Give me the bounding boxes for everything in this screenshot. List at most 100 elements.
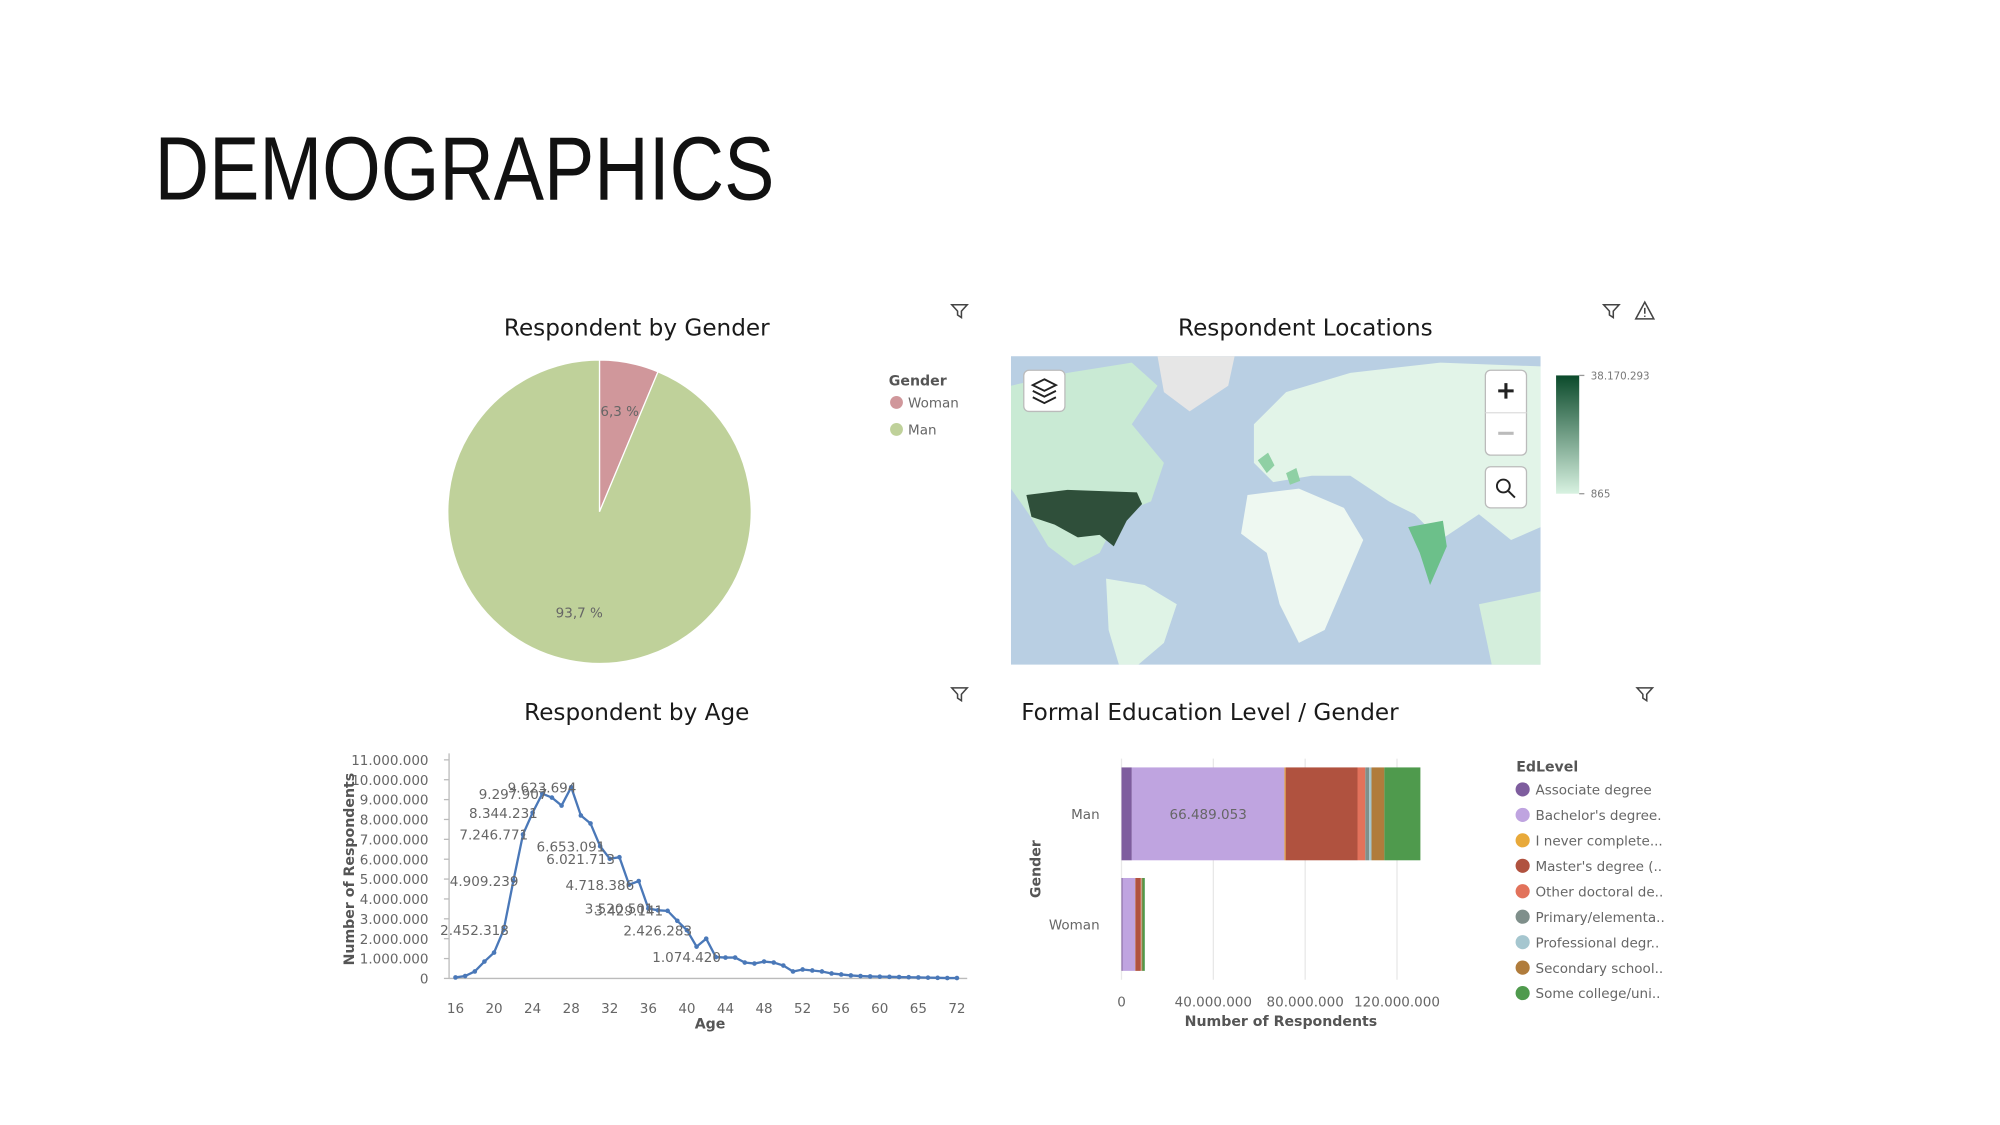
data-label: 1.074.420: [652, 950, 721, 966]
data-label: 6,3 %: [600, 404, 639, 420]
legend-label: Primary/elementa..: [1536, 910, 1665, 926]
x-tick-label: 60: [871, 1001, 888, 1017]
bar-segment: [1135, 877, 1141, 971]
x-tick-label: 52: [794, 1001, 811, 1017]
legend-swatch: [1515, 884, 1530, 899]
bar-segment: [1141, 877, 1143, 971]
map[interactable]: [1010, 356, 1541, 665]
layers-icon: [1030, 378, 1059, 405]
point: [752, 961, 757, 966]
point: [684, 927, 690, 933]
map-land: [1253, 362, 1541, 540]
filter-icon[interactable]: [950, 687, 969, 703]
y-tick-label: 11.000.000: [351, 753, 428, 769]
point: [646, 906, 651, 911]
point: [530, 810, 535, 815]
x-tick-label: 72: [948, 1001, 965, 1017]
filter-icon[interactable]: [1601, 303, 1621, 320]
x-tick-label: 20: [485, 1001, 502, 1017]
x-tick-label: 24: [524, 1001, 541, 1017]
point: [520, 832, 526, 837]
legend-label: Secondary school..: [1536, 961, 1664, 977]
chart-title: Formal Education Level / Gender: [1021, 700, 1399, 726]
point: [954, 975, 960, 981]
y-axis-label: Gender: [1029, 840, 1045, 898]
point: [858, 973, 863, 979]
filter-icon[interactable]: [950, 303, 969, 320]
point: [781, 963, 786, 968]
point: [896, 974, 902, 980]
legend-swatch: [890, 396, 903, 409]
y-tick-label: 0: [420, 972, 429, 988]
slide-title: DEMOGRAPHICS: [155, 119, 775, 219]
y-tick-label: 4.000.000: [360, 892, 429, 908]
point: [607, 856, 613, 862]
legend-label: Other doctoral de..: [1536, 884, 1664, 900]
map-land: [1257, 452, 1301, 485]
x-axis-label: Age: [695, 1017, 726, 1033]
point: [626, 882, 632, 887]
point: [588, 821, 593, 826]
chart-title: Respondent by Age: [524, 700, 749, 726]
y-tick-label: 3.000.000: [360, 912, 429, 928]
legend-label: I never complete...: [1536, 833, 1663, 849]
point: [655, 907, 661, 913]
point: [829, 971, 834, 976]
data-label: 4.718.386: [565, 878, 634, 894]
filter-icon[interactable]: [1635, 687, 1655, 703]
y-tick-label: 9.000.000: [360, 793, 429, 809]
legend-label: Master's degree (..: [1536, 859, 1663, 875]
x-tick-label: 48: [755, 1001, 772, 1017]
legend-swatch: [1515, 807, 1530, 822]
y-tick-label: 7.000.000: [360, 832, 429, 848]
legend-swatch: [1515, 782, 1530, 797]
x-tick-label: 80.000.000: [1267, 995, 1344, 1011]
legend-swatch: [1515, 909, 1530, 924]
point: [501, 927, 507, 933]
legend-swatch: [1515, 960, 1530, 975]
y-axis-label: Number of Respondents: [342, 773, 358, 966]
legend-label: Woman: [908, 396, 959, 412]
search-icon: [1495, 478, 1511, 494]
bar-segment: [1121, 767, 1132, 861]
legend-swatch: [1515, 858, 1530, 873]
bar-segment: [1140, 877, 1142, 971]
search-button[interactable]: [1484, 466, 1528, 509]
y-tick-label: Woman: [1049, 918, 1100, 934]
bar-segment: [1371, 767, 1385, 861]
x-tick-label: 32: [601, 1001, 618, 1017]
point: [800, 967, 805, 972]
data-label: 93,7 %: [556, 606, 603, 622]
chart-title: Respondent Locations: [1178, 316, 1433, 342]
map-land: [1157, 356, 1235, 412]
map-land: [1408, 520, 1447, 585]
point: [453, 975, 458, 980]
legend-label: Associate degree: [1536, 783, 1652, 799]
bar-segment: [1384, 767, 1421, 861]
map-land: [1241, 488, 1364, 643]
point: [925, 975, 931, 980]
y-tick-label: 6.000.000: [360, 852, 429, 868]
point: [703, 936, 709, 942]
point: [906, 974, 912, 980]
point: [568, 784, 574, 790]
x-tick-label: 28: [563, 1001, 580, 1017]
bar-segment: [1285, 767, 1358, 861]
point: [491, 950, 497, 955]
x-tick-label: 40.000.000: [1175, 995, 1252, 1011]
x-tick-label: 120.000.000: [1354, 995, 1440, 1011]
point: [742, 960, 748, 965]
bar-segment: [1122, 877, 1136, 971]
bar-segment: [1284, 767, 1286, 861]
point: [790, 969, 796, 974]
warning-icon[interactable]: [1634, 300, 1656, 320]
bar-segment: [1357, 767, 1366, 861]
point: [511, 878, 516, 884]
zoom-in[interactable]: [1498, 383, 1514, 399]
legend-title: EdLevel: [1516, 759, 1578, 775]
chart-title: Respondent by Gender: [504, 316, 770, 342]
point: [916, 975, 921, 980]
data-label: 2.452.318: [440, 923, 509, 939]
pie-slice: [447, 359, 752, 665]
